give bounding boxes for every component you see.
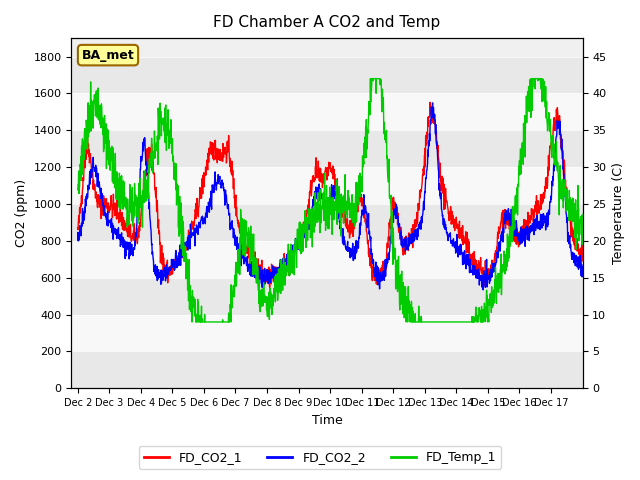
X-axis label: Time: Time: [312, 414, 342, 427]
Bar: [72, 241, 582, 278]
Bar: [72, 351, 582, 388]
Bar: [72, 278, 582, 314]
Text: BA_met: BA_met: [82, 48, 134, 61]
Bar: [72, 130, 582, 167]
Title: FD Chamber A CO2 and Temp: FD Chamber A CO2 and Temp: [213, 15, 440, 30]
Bar: [72, 94, 582, 130]
Bar: [72, 314, 582, 351]
Legend: FD_CO2_1, FD_CO2_2, FD_Temp_1: FD_CO2_1, FD_CO2_2, FD_Temp_1: [139, 446, 501, 469]
Y-axis label: CO2 (ppm): CO2 (ppm): [15, 179, 28, 247]
Bar: [72, 204, 582, 241]
Y-axis label: Temperature (C): Temperature (C): [612, 162, 625, 264]
Bar: [72, 57, 582, 94]
Bar: [72, 167, 582, 204]
